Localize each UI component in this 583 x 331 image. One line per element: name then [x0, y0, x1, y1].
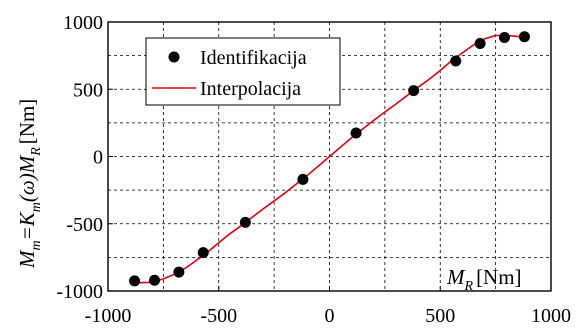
ticks: -1000 -500 0 500 1000 -1000 -500 0 500 1000	[56, 12, 571, 327]
x-tick-label: -500	[200, 305, 237, 327]
data-point-identifikacija	[498, 31, 510, 43]
y-label-part: M	[15, 249, 39, 269]
x-axis-label-unit: [Nm]	[476, 265, 522, 289]
data-point-identifikacija	[350, 127, 362, 139]
data-point-identifikacija	[518, 31, 530, 43]
x-axis-label-sub: R	[464, 279, 474, 294]
x-tick-label: -1000	[85, 305, 132, 327]
x-tick-label: 1000	[531, 305, 571, 327]
y-tick-label: -1000	[56, 281, 103, 303]
data-point-identifikacija	[239, 216, 251, 228]
data-point-identifikacija	[129, 275, 141, 287]
legend: Identifikacija Interpolacija	[145, 37, 341, 106]
y-axis-label: Mm=Km(ω)MR[Nm]	[15, 99, 44, 269]
y-tick-label: 0	[93, 147, 103, 169]
y-label-part: (ω)M	[15, 154, 39, 202]
x-tick-label: 0	[325, 305, 335, 327]
data-point-identifikacija	[408, 85, 420, 97]
legend-marker-identifikacija	[168, 51, 180, 63]
legend-label-identifikacija: Identifikacija	[200, 47, 307, 69]
y-label-part: R	[29, 147, 44, 157]
data-point-identifikacija	[297, 173, 309, 185]
y-label-part: [Nm]	[15, 99, 39, 145]
y-tick-label: 1000	[63, 12, 103, 34]
y-label-part: m	[29, 240, 44, 250]
series-layer	[129, 31, 530, 287]
x-tick-label: 500	[425, 305, 455, 327]
legend-box	[145, 37, 341, 106]
x-axis-label: MR [Nm]	[446, 265, 522, 294]
data-point-identifikacija	[197, 247, 209, 259]
data-point-identifikacija	[173, 266, 185, 278]
data-point-identifikacija	[474, 38, 486, 50]
y-tick-label: -500	[66, 214, 103, 236]
y-label-part: m	[29, 202, 44, 212]
y-label-part: =K	[15, 211, 39, 240]
y-tick-label: 500	[73, 79, 103, 101]
legend-label-interpolacija: Interpolacija	[200, 78, 301, 100]
x-axis-label-var: M	[446, 265, 466, 289]
data-point-identifikacija	[450, 55, 462, 67]
data-point-identifikacija	[149, 274, 161, 286]
